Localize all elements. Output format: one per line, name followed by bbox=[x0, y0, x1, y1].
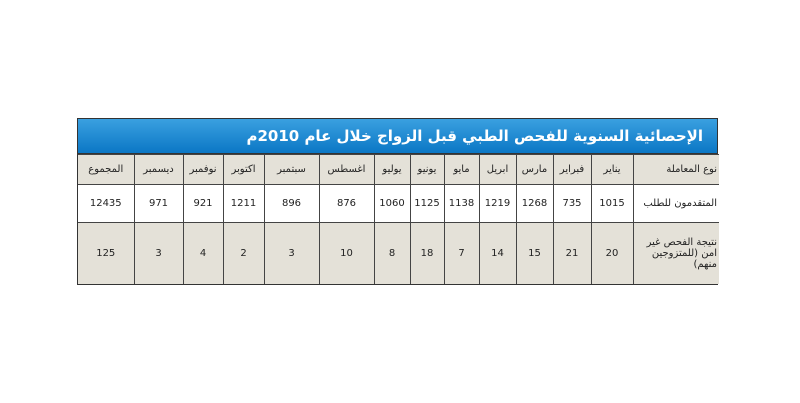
data-cell: 15 bbox=[515, 222, 554, 284]
data-cell: 14 bbox=[478, 222, 517, 284]
header-cell: سبتمبر bbox=[263, 154, 320, 185]
header-cell: يوليو bbox=[373, 154, 411, 185]
data-cell: 10 bbox=[318, 222, 375, 284]
data-cell: 1125 bbox=[409, 184, 445, 223]
data-cell: 1268 bbox=[515, 184, 554, 223]
data-cell: 125 bbox=[78, 222, 135, 284]
data-cell: 7 bbox=[443, 222, 480, 284]
data-cell: 3 bbox=[263, 222, 320, 284]
header-cell: ابريل bbox=[478, 154, 517, 185]
data-cell: 1219 bbox=[478, 184, 517, 223]
header-cell: ديسمبر bbox=[133, 154, 184, 185]
stats-table-box: الإحصائية السنوية للفحص الطبي قبل الزواج… bbox=[77, 118, 719, 285]
table-title: الإحصائية السنوية للفحص الطبي قبل الزواج… bbox=[78, 119, 717, 154]
data-cell: 20 bbox=[590, 222, 634, 284]
data-cell: 971 bbox=[133, 184, 184, 223]
data-cell: 2 bbox=[222, 222, 265, 284]
data-cell: 1211 bbox=[222, 184, 265, 223]
data-cell: 1060 bbox=[373, 184, 411, 223]
header-cell: نوع المعاملة bbox=[632, 154, 719, 185]
data-cell: 18 bbox=[409, 222, 445, 284]
row-label: المتقدمون للطلب bbox=[632, 184, 719, 223]
header-cell: مايو bbox=[443, 154, 480, 185]
header-cell: نوفمبر bbox=[182, 154, 224, 185]
data-cell: 921 bbox=[182, 184, 224, 223]
header-cell: اكتوبر bbox=[222, 154, 265, 185]
data-cell: 735 bbox=[552, 184, 592, 223]
data-cell: 896 bbox=[263, 184, 320, 223]
data-row: نتيجة الفحص غير امن (للمتزوجين منهم) 20 21… bbox=[78, 222, 719, 284]
data-cell: 3 bbox=[133, 222, 184, 284]
data-cell: 21 bbox=[552, 222, 592, 284]
data-cell: 1015 bbox=[590, 184, 634, 223]
data-cell: 8 bbox=[373, 222, 411, 284]
data-cell: 4 bbox=[182, 222, 224, 284]
header-row: نوع المعاملة يناير فبراير مارس ابريل مايو يوني… bbox=[78, 154, 719, 185]
stats-table: نوع المعاملة يناير فبراير مارس ابريل مايو يوني… bbox=[78, 154, 719, 284]
header-cell: فبراير bbox=[552, 154, 592, 185]
data-row: المتقدمون للطلب 1015 735 1268 1219 1138 1125 10… bbox=[78, 184, 719, 223]
header-cell: مارس bbox=[515, 154, 554, 185]
data-cell: 12435 bbox=[78, 184, 135, 223]
data-cell: 1138 bbox=[443, 184, 480, 223]
header-cell: المجموع bbox=[78, 154, 135, 185]
header-cell: يناير bbox=[590, 154, 634, 185]
data-cell: 876 bbox=[318, 184, 375, 223]
header-cell: اغسطس bbox=[318, 154, 375, 185]
header-cell: يونيو bbox=[409, 154, 445, 185]
row-label: نتيجة الفحص غير امن (للمتزوجين منهم) bbox=[632, 222, 719, 284]
